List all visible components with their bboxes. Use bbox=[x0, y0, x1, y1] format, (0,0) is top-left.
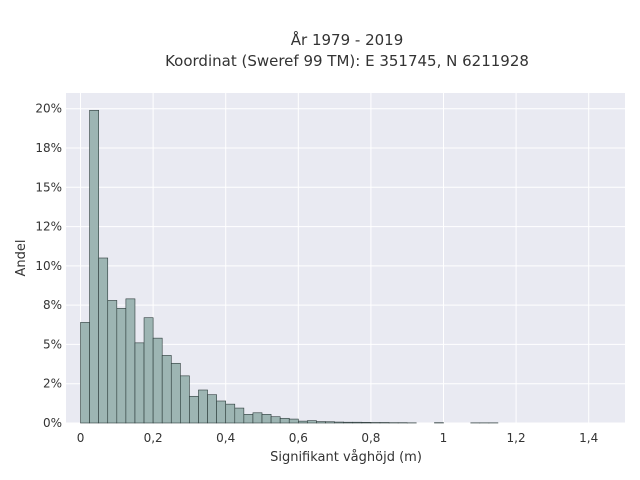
x-tick-label: 0,4 bbox=[216, 431, 235, 445]
y-tick-label: 10% bbox=[35, 259, 62, 273]
histogram-bar bbox=[216, 400, 227, 424]
histogram-bar bbox=[252, 412, 263, 424]
histogram-bar bbox=[207, 394, 217, 424]
histogram-bar bbox=[352, 421, 363, 424]
histogram-bar bbox=[107, 300, 118, 424]
x-tick-label: 1 bbox=[440, 431, 448, 445]
histogram-bar bbox=[161, 355, 172, 424]
histogram-bar bbox=[198, 389, 208, 424]
histogram-bar bbox=[298, 420, 308, 424]
histogram-bar bbox=[98, 257, 109, 424]
histogram-bar bbox=[170, 362, 181, 424]
bars bbox=[80, 109, 499, 424]
chart-subtitle: Koordinat (Sweref 99 TM): E 351745, N 62… bbox=[165, 52, 529, 70]
x-tick-label: 0,2 bbox=[144, 431, 163, 445]
y-tick-label: 18% bbox=[35, 141, 62, 155]
histogram-bar bbox=[225, 403, 236, 424]
histogram-bar bbox=[234, 407, 245, 424]
histogram-bar bbox=[343, 421, 354, 424]
histogram-bar bbox=[279, 417, 290, 424]
tick-labels: 0% 2% 5% 8% 10% 12% 15% 18% 20% 0 0,2 0,4 0,6 0,8 1 1,2… bbox=[35, 102, 598, 445]
x-tick-label: 1,4 bbox=[579, 431, 598, 445]
histogram-bar bbox=[288, 418, 299, 424]
x-tick-label: 0,8 bbox=[361, 431, 380, 445]
y-axis-label: Andel bbox=[14, 240, 29, 277]
x-tick-label: 1,2 bbox=[507, 431, 526, 445]
y-tick-label: 8% bbox=[43, 298, 62, 312]
histogram-bar bbox=[243, 414, 254, 424]
histogram-bar bbox=[180, 375, 190, 424]
histogram-bar bbox=[316, 421, 326, 424]
x-tick-label: 0 bbox=[77, 431, 85, 445]
y-tick-label: 15% bbox=[35, 180, 62, 194]
histogram-bar bbox=[334, 421, 344, 424]
histogram-bar bbox=[80, 322, 90, 424]
histogram-bar bbox=[325, 421, 335, 424]
histogram-bar bbox=[143, 317, 154, 424]
histogram-bar bbox=[270, 416, 281, 424]
x-tick-label: 0,6 bbox=[289, 431, 308, 445]
histogram-bar bbox=[152, 337, 163, 424]
chart-title: År 1979 - 2019 bbox=[291, 30, 404, 49]
y-tick-label: 0% bbox=[43, 416, 62, 430]
histogram-bar bbox=[361, 422, 372, 424]
y-tick-label: 20% bbox=[35, 102, 62, 116]
y-tick-label: 12% bbox=[35, 220, 62, 234]
histogram-bar bbox=[89, 109, 99, 424]
y-tick-label: 2% bbox=[43, 377, 62, 391]
histogram-bar bbox=[134, 342, 145, 424]
histogram-bar bbox=[116, 307, 127, 424]
histogram-bar bbox=[125, 298, 136, 424]
y-tick-label: 5% bbox=[43, 337, 62, 351]
histogram-bar bbox=[307, 420, 317, 424]
x-axis-label: Signifikant våghöjd (m) bbox=[270, 450, 422, 465]
histogram-bar bbox=[189, 395, 199, 424]
histogram-bar bbox=[261, 414, 272, 424]
